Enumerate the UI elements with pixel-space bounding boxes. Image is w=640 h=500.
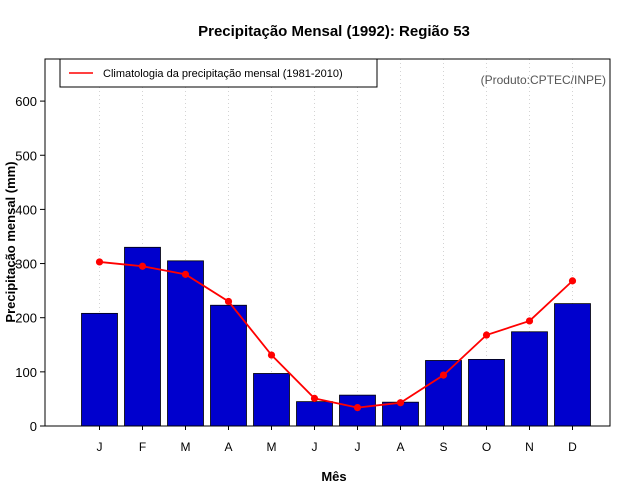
- y-tick-label: 600: [15, 94, 37, 109]
- y-tick-label: 400: [15, 202, 37, 217]
- y-tick-label: 300: [15, 257, 37, 272]
- bar: [554, 303, 591, 427]
- bar: [167, 260, 204, 427]
- bar: [253, 373, 290, 427]
- bar: [296, 401, 333, 427]
- climatology-point: [267, 351, 276, 359]
- climatology-point: [482, 331, 491, 339]
- chart-title: Precipitação Mensal (1992): Região 53: [198, 23, 470, 40]
- climatology-point: [310, 394, 319, 402]
- climatology-line-series: [95, 258, 577, 412]
- x-tick-label: M: [267, 440, 277, 454]
- bar-series: [81, 246, 591, 427]
- bar: [468, 358, 505, 427]
- x-tick-label: M: [181, 440, 191, 454]
- credit-text: (Produto:CPTEC/INPE): [481, 73, 606, 87]
- x-tick-label: S: [439, 440, 447, 454]
- climatology-point: [95, 258, 104, 266]
- bar: [511, 331, 548, 427]
- climatology-point: [525, 317, 534, 325]
- x-tick-label: D: [568, 440, 577, 454]
- climatology-point: [138, 262, 147, 270]
- x-tick-label: J: [312, 440, 318, 454]
- x-tick-label: F: [139, 440, 146, 454]
- y-tick-label: 500: [15, 148, 37, 163]
- bar: [124, 246, 161, 427]
- y-axis: 0 100 200 300 400 500 600: [15, 94, 45, 434]
- y-axis-title: Precipitação mensal (mm): [3, 161, 18, 322]
- x-tick-label: A: [224, 440, 232, 454]
- x-tick-label: N: [525, 440, 534, 454]
- x-tick-label: O: [482, 440, 491, 454]
- bar: [210, 304, 247, 427]
- x-tick-label: J: [97, 440, 103, 454]
- climatology-point: [568, 277, 577, 285]
- climatology-point: [224, 297, 233, 306]
- legend: Climatologia da precipitação mensal (198…: [59, 58, 378, 88]
- climatology-point: [396, 399, 405, 407]
- y-tick-label: 0: [30, 419, 37, 434]
- x-tick-label: A: [396, 440, 404, 454]
- y-tick-label: 200: [15, 311, 37, 326]
- legend-label: Climatologia da precipitação mensal (198…: [103, 68, 343, 80]
- climatology-line: [99, 261, 574, 409]
- x-axis-title: Mês: [321, 469, 346, 484]
- y-tick-label: 100: [15, 365, 37, 380]
- legend-box: [59, 58, 378, 88]
- climatology-point: [181, 270, 190, 278]
- climatology-point: [439, 371, 448, 379]
- climatology-point: [353, 403, 362, 412]
- x-tick-label: J: [355, 440, 361, 454]
- bar: [81, 312, 118, 427]
- bar: [425, 360, 462, 427]
